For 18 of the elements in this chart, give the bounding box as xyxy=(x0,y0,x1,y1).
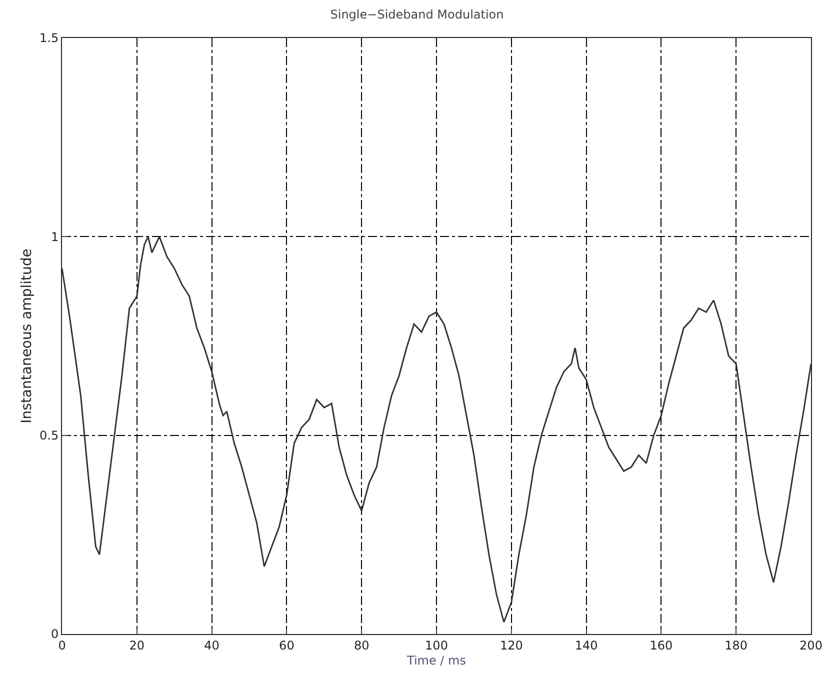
x-tick-label: 180 xyxy=(724,638,748,652)
x-tick-label: 200 xyxy=(800,638,822,652)
line-series xyxy=(62,236,811,623)
chart-title: Single−Sideband Modulation xyxy=(330,8,504,22)
y-tick-label: 0 xyxy=(50,627,59,642)
x-axis-title: Time / ms xyxy=(406,653,466,668)
y-axis-title: Instantaneous amplitude xyxy=(19,248,36,424)
x-tick-label: 40 xyxy=(204,638,220,652)
x-tick-label: 120 xyxy=(500,638,523,652)
x-tick-label: 140 xyxy=(574,638,598,652)
y-tick-label: 1.5 xyxy=(40,31,59,46)
x-tick-label: 60 xyxy=(279,638,294,652)
y-tick-label: 1 xyxy=(50,230,59,244)
x-tick-label: 100 xyxy=(425,638,448,652)
y-tick-label: 0.5 xyxy=(40,428,59,443)
x-tick-label: 20 xyxy=(129,638,145,652)
x-tick-label: 160 xyxy=(650,638,673,652)
x-tick-label: 80 xyxy=(354,638,370,652)
